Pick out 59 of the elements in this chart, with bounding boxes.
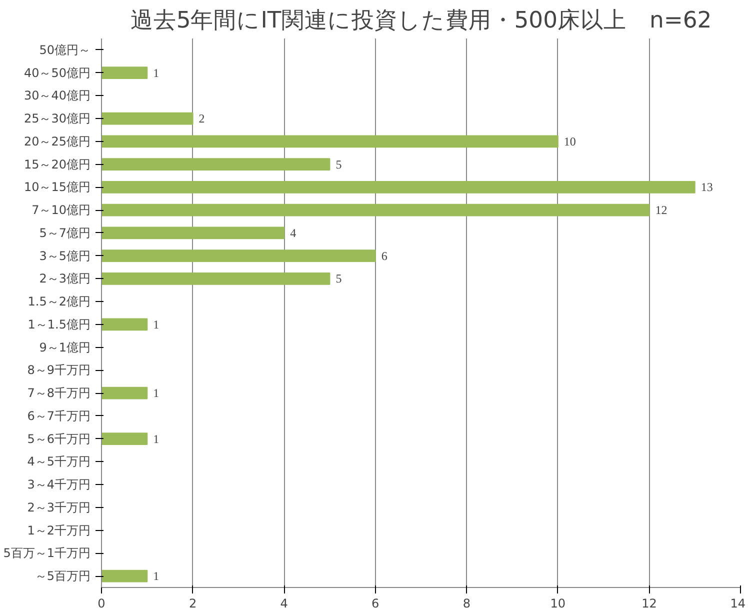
bar — [102, 432, 148, 446]
y-tick-label: 6～7千万円 — [27, 408, 91, 423]
y-tick-label: 2～3億円 — [39, 272, 91, 286]
y-tick-label: 50億円～ — [39, 42, 91, 57]
data-label: 1 — [153, 66, 160, 80]
x-tick-label: 0 — [98, 596, 106, 610]
bar — [102, 180, 696, 194]
data-label: 1 — [153, 432, 160, 446]
data-label: 6 — [381, 248, 388, 263]
y-tick-label: 40～50億円 — [24, 66, 91, 80]
y-tick-label: 5～6千万円 — [27, 432, 91, 446]
x-tick-label: 2 — [188, 596, 197, 610]
bar — [102, 570, 148, 582]
bar — [102, 158, 330, 171]
bar — [102, 250, 376, 262]
y-tick-label: 7～8千万円 — [27, 386, 91, 400]
y-tick-label: ～5百万円 — [34, 569, 91, 584]
data-label: 12 — [655, 203, 668, 218]
bar — [102, 112, 194, 125]
y-tick-label: 5～7億円 — [39, 226, 91, 240]
y-tick-label: 1～2千万円 — [27, 523, 91, 538]
bar — [102, 386, 148, 400]
x-tick-label: 14 — [730, 596, 746, 610]
x-tick-label: 6 — [372, 596, 380, 610]
bar — [102, 204, 650, 216]
y-tick-label: 15～20億円 — [24, 157, 91, 172]
y-tick-label: 8～9千万円 — [27, 363, 91, 378]
y-tick-label: 10～15億円 — [24, 180, 91, 194]
data-label: 1 — [153, 386, 160, 400]
data-label: 1 — [153, 317, 160, 332]
y-tick-label: 1～1.5億円 — [28, 317, 90, 332]
x-tick-label: 12 — [642, 596, 657, 610]
bar — [102, 66, 148, 80]
y-tick-label: 3～4千万円 — [27, 478, 91, 492]
x-tick-label: 8 — [462, 596, 470, 610]
data-label: 4 — [290, 226, 296, 240]
bar — [102, 272, 330, 285]
x-tick-label: 10 — [550, 596, 566, 610]
data-label: 2 — [198, 112, 205, 126]
data-label: 5 — [336, 272, 342, 286]
data-label: 1 — [153, 569, 160, 584]
y-tick-label: 9～1億円 — [39, 340, 91, 354]
y-tick-label: 3～5億円 — [39, 248, 91, 263]
data-label: 5 — [336, 157, 342, 172]
bar — [102, 226, 285, 240]
y-tick-label: 4～5千万円 — [27, 454, 91, 469]
y-tick-label: 30～40億円 — [24, 88, 91, 103]
y-tick-label: 2～3千万円 — [27, 500, 91, 514]
y-tick-label: 7～10億円 — [32, 203, 90, 218]
bar — [102, 135, 558, 148]
chart-title: 過去5年間にIT関連に投資した費用・500床以上 n=62 — [130, 8, 712, 34]
x-tick-label: 4 — [280, 596, 288, 610]
bar — [102, 318, 148, 331]
y-tick-label: 5百万～1千万円 — [3, 546, 91, 560]
y-tick-label: 25～30億円 — [24, 112, 91, 126]
y-tick-label: 20～25億円 — [24, 134, 91, 148]
data-label: 13 — [700, 180, 713, 194]
y-tick-label: 1.5～2億円 — [28, 294, 90, 309]
data-label: 10 — [564, 134, 576, 148]
